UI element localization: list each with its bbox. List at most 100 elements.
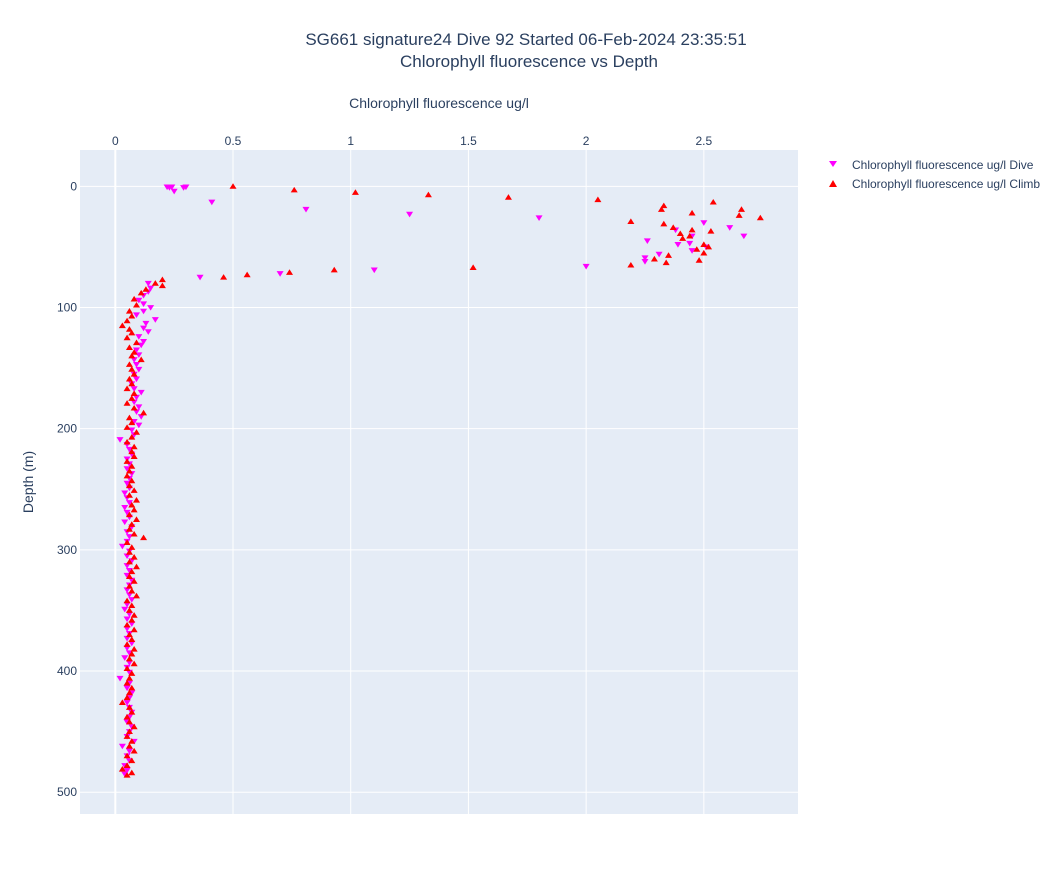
climb-point — [709, 198, 717, 205]
legend-item-dive[interactable]: Chlorophyll fluorescence ug/l Dive — [829, 158, 1034, 172]
series-climb — [118, 183, 764, 778]
climb-point — [128, 616, 136, 623]
dive-point — [125, 568, 133, 574]
climb-point — [118, 322, 126, 329]
climb-point — [130, 506, 138, 513]
climb-point — [125, 631, 133, 638]
grid — [80, 150, 798, 814]
climb-point — [330, 266, 338, 273]
climb-point — [662, 259, 670, 266]
dive-point — [123, 626, 131, 632]
climb-point — [132, 497, 140, 503]
dive-point — [123, 587, 131, 593]
chart-title: SG661 signature24 Dive 92 Started 06-Feb… — [305, 30, 746, 49]
dive-point — [655, 251, 663, 258]
dive-point — [132, 394, 140, 401]
dive-point — [130, 399, 138, 406]
dive-point — [121, 771, 129, 778]
dive-point — [123, 685, 131, 692]
dive-point — [137, 342, 145, 349]
data-points — [116, 183, 764, 778]
dive-point — [740, 233, 748, 240]
dive-point — [128, 597, 136, 603]
x-tick-label: 2.5 — [695, 134, 712, 148]
dive-point — [121, 606, 129, 613]
climb-point — [128, 587, 136, 594]
climb-point — [123, 762, 131, 768]
climb-point — [669, 224, 677, 230]
climb-point — [660, 202, 668, 209]
climb-point — [130, 530, 138, 537]
legend-marker-climb — [829, 180, 837, 187]
climb-point — [351, 189, 359, 195]
climb-point — [125, 308, 133, 314]
climb-point — [123, 713, 131, 720]
x-tick-label: 0.5 — [225, 134, 242, 148]
climb-point — [125, 583, 133, 589]
climb-point — [128, 329, 136, 336]
dive-point — [196, 274, 204, 281]
dive-point — [535, 215, 543, 222]
climb-point — [695, 257, 703, 263]
climb-point — [627, 218, 635, 224]
y-tick-label: 300 — [57, 543, 77, 557]
dive-point — [132, 362, 140, 368]
climb-point — [132, 301, 140, 308]
climb-point — [158, 282, 166, 289]
x-axis-title: Chlorophyll fluorescence ug/l — [349, 95, 529, 111]
climb-point — [660, 220, 668, 227]
climb-point — [130, 404, 138, 411]
dive-point — [121, 519, 129, 526]
dive-point — [123, 635, 131, 642]
y-tick-label: 500 — [57, 785, 77, 799]
climb-point — [132, 429, 140, 435]
dive-point — [121, 655, 129, 661]
climb-point — [688, 209, 696, 216]
climb-point — [125, 689, 133, 696]
dive-point — [140, 308, 148, 315]
dive-point — [123, 466, 131, 472]
dive-point — [123, 645, 131, 652]
dive-point — [726, 225, 734, 231]
climb-point — [130, 443, 138, 450]
climb-point — [123, 665, 131, 672]
climb-point — [123, 597, 131, 604]
climb-point — [756, 214, 764, 221]
dive-point — [116, 675, 124, 682]
y-tick-label: 200 — [57, 422, 77, 436]
climb-point — [132, 339, 140, 346]
climb-point — [125, 361, 133, 367]
climb-point — [738, 206, 746, 212]
dive-point — [125, 748, 133, 755]
dive-point — [125, 500, 133, 506]
climb-point — [128, 670, 136, 676]
dive-point — [128, 621, 136, 627]
plot-area — [80, 150, 798, 814]
legend-label-climb: Chlorophyll fluorescence ug/l Climb — [852, 177, 1040, 191]
legend-item-climb[interactable]: Chlorophyll fluorescence ug/l Climb — [829, 177, 1040, 191]
legend[interactable]: Chlorophyll fluorescence ug/l Dive Chlor… — [829, 158, 1040, 191]
dive-point — [121, 504, 129, 511]
dive-point — [130, 357, 138, 363]
climb-point — [130, 453, 138, 460]
dive-point — [132, 347, 140, 354]
climb-point — [132, 516, 140, 523]
dive-point — [135, 297, 143, 304]
dive-point — [116, 437, 124, 443]
dive-point — [123, 480, 131, 487]
climb-point — [128, 366, 136, 372]
climb-point — [707, 228, 715, 234]
climb-point — [128, 602, 136, 609]
climb-point — [123, 385, 131, 392]
climb-point — [137, 356, 145, 363]
climb-point — [130, 660, 138, 667]
climb-point — [424, 191, 432, 198]
climb-point — [125, 655, 133, 662]
dive-point — [135, 352, 143, 358]
climb-point — [123, 621, 131, 628]
climb-point — [128, 684, 136, 691]
climb-point — [151, 280, 159, 286]
climb-point — [123, 641, 131, 647]
climb-point — [128, 738, 136, 744]
climb-point — [128, 636, 136, 642]
